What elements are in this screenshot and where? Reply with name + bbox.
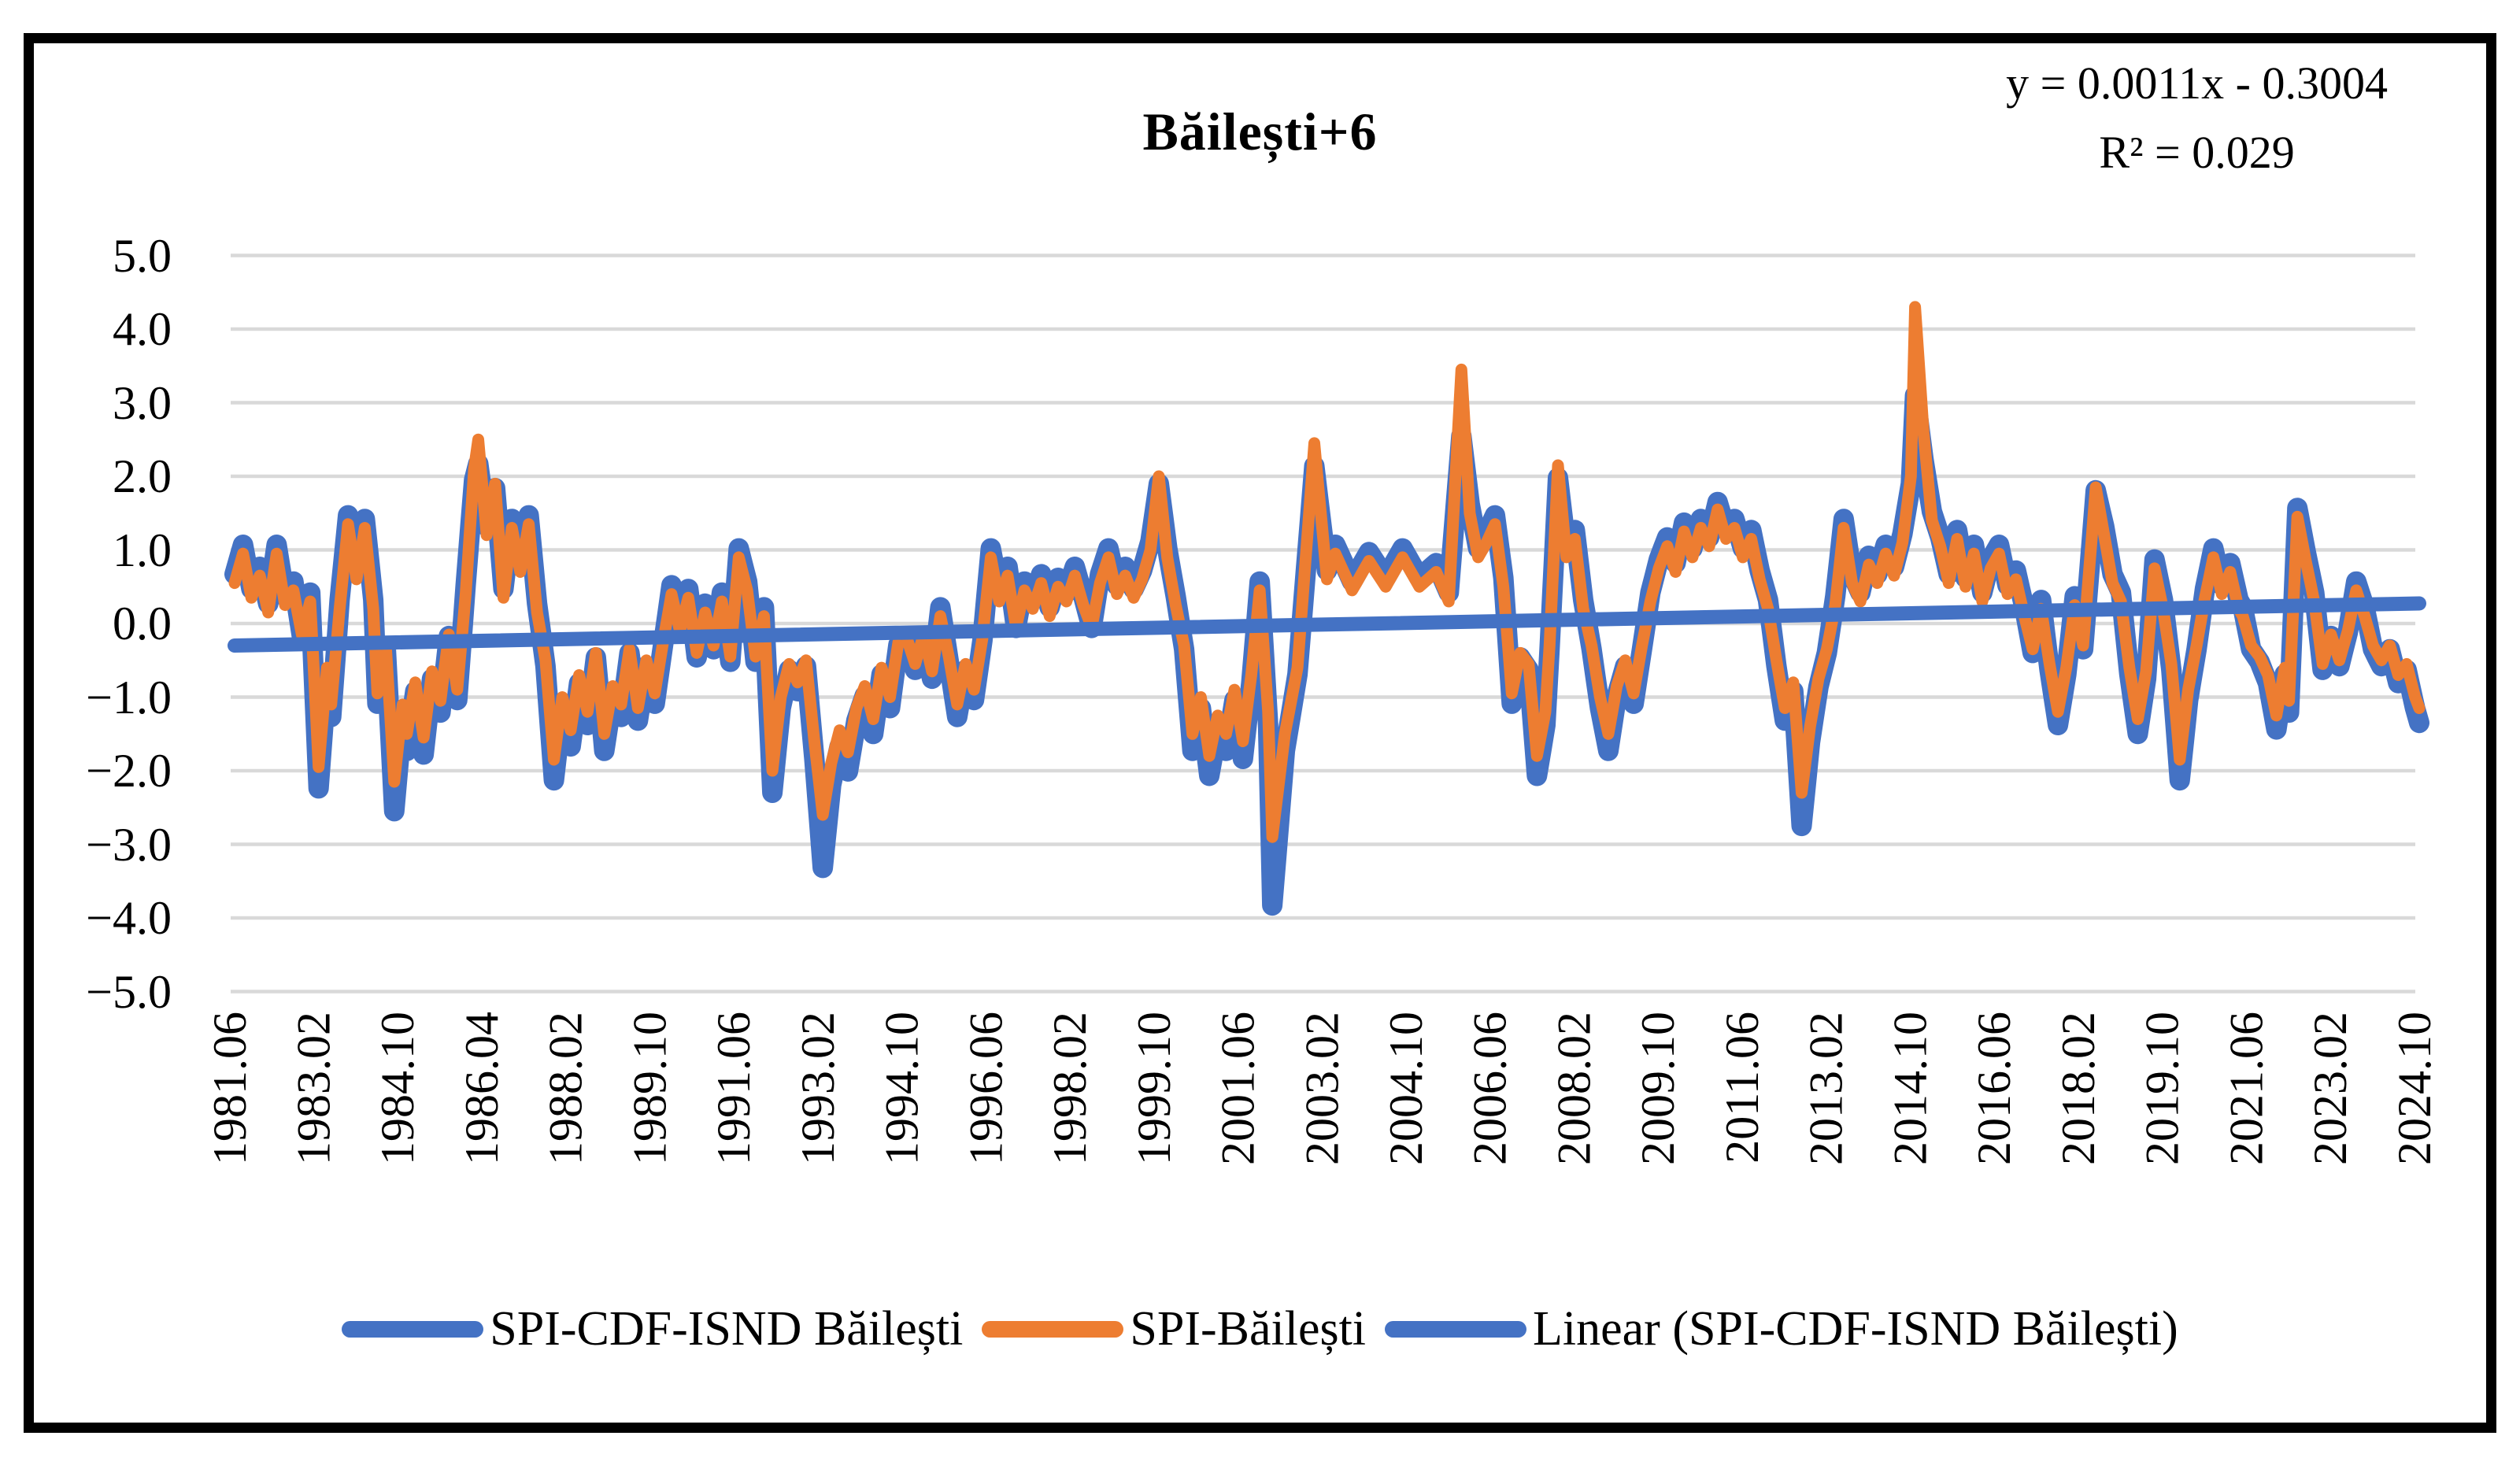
x-axis-tick-label: 2014.10 xyxy=(1884,1012,1936,1165)
x-axis-tick-label: 1989.10 xyxy=(624,1012,675,1165)
x-axis-tick-label: 2019.10 xyxy=(2137,1012,2189,1165)
x-axis-tick-label: 2011.06 xyxy=(1716,1012,1768,1164)
chart-legend: SPI-CDF-ISND Băilești SPI-Băilești Linear … xyxy=(47,1282,2473,1376)
x-axis-tick-label: 2016.06 xyxy=(1968,1012,2020,1165)
y-axis-tick-label: 3.0 xyxy=(113,376,172,429)
x-axis-tick-label: 1999.10 xyxy=(1128,1012,1180,1165)
series-line-spi xyxy=(228,301,2426,843)
y-axis-tick-label: 4.0 xyxy=(113,303,172,355)
x-axis-tick-label: 1993.02 xyxy=(792,1012,844,1165)
legend-swatch-icon xyxy=(982,1320,1124,1338)
legend-item-2: Linear (SPI-CDF-ISND Băilești) xyxy=(1385,1301,2178,1357)
x-axis-tick-label: 2001.06 xyxy=(1212,1012,1264,1165)
x-axis-tick-label: 2009.10 xyxy=(1632,1012,1684,1165)
x-axis-tick-label: 2006.06 xyxy=(1464,1012,1516,1165)
x-axis-tick-label: 2003.02 xyxy=(1296,1012,1348,1165)
x-axis-tick-label: 2004.10 xyxy=(1380,1012,1432,1165)
x-axis-tick-label: 2021.06 xyxy=(2220,1012,2272,1165)
legend-label: Linear (SPI-CDF-ISND Băilești) xyxy=(1533,1301,2178,1356)
x-axis-tick-label: 2018.02 xyxy=(2052,1012,2104,1165)
x-axis-tick-label: 1983.02 xyxy=(287,1012,339,1165)
trendline-equation-line: y = 0.0011x - 0.3004 xyxy=(2006,57,2388,109)
y-axis-tick-label: −2.0 xyxy=(86,745,172,797)
legend-label: SPI-Băilești xyxy=(1130,1301,1367,1356)
trendline-equation: y = 0.0011x - 0.3004 R² = 0.029 xyxy=(2006,49,2388,187)
legend-item-0: SPI-CDF-ISND Băilești xyxy=(342,1301,963,1357)
legend-swatch-icon xyxy=(1385,1320,1527,1338)
x-axis-tick-label: 1984.10 xyxy=(372,1012,424,1165)
x-axis-tick-label: 1981.06 xyxy=(204,1012,256,1165)
x-axis-tick-label: 2023.02 xyxy=(2304,1012,2356,1165)
y-axis-tick-label: −4.0 xyxy=(86,892,172,944)
y-axis-tick-label: −1.0 xyxy=(86,671,172,723)
y-axis-tick-label: 0.0 xyxy=(113,598,172,649)
x-axis-tick-label: 2013.02 xyxy=(1800,1012,1852,1165)
chart-title: Băilești+6 xyxy=(1142,102,1378,161)
legend-item-1: SPI-Băilești xyxy=(982,1301,1366,1357)
y-axis-tick-label: 5.0 xyxy=(113,229,172,282)
legend-swatch-icon xyxy=(342,1320,484,1338)
trendline-r-squared: R² = 0.029 xyxy=(2099,127,2295,178)
y-axis-tick-label: −3.0 xyxy=(86,818,172,871)
x-axis-tick-label: 1986.04 xyxy=(456,1012,508,1165)
legend-label: SPI-CDF-ISND Băilești xyxy=(490,1301,964,1356)
trendline xyxy=(228,596,2426,653)
y-axis-tick-label: 1.0 xyxy=(113,524,172,576)
x-axis-tick-label: 2024.10 xyxy=(2389,1012,2440,1165)
y-axis-tick-label: 2.0 xyxy=(113,450,172,502)
y-axis-tick-label: −5.0 xyxy=(86,965,172,1018)
x-axis-tick-label: 1991.06 xyxy=(708,1012,760,1165)
x-axis-tick-label: 2008.02 xyxy=(1548,1012,1600,1165)
x-axis-tick-label: 1988.02 xyxy=(540,1012,592,1165)
x-axis-tick-label: 1994.10 xyxy=(876,1012,928,1165)
x-axis-tick-label: 1996.06 xyxy=(960,1012,1012,1165)
x-axis-tick-label: 1998.02 xyxy=(1044,1012,1096,1165)
series-line-spi-cdf-isnd xyxy=(224,385,2429,916)
